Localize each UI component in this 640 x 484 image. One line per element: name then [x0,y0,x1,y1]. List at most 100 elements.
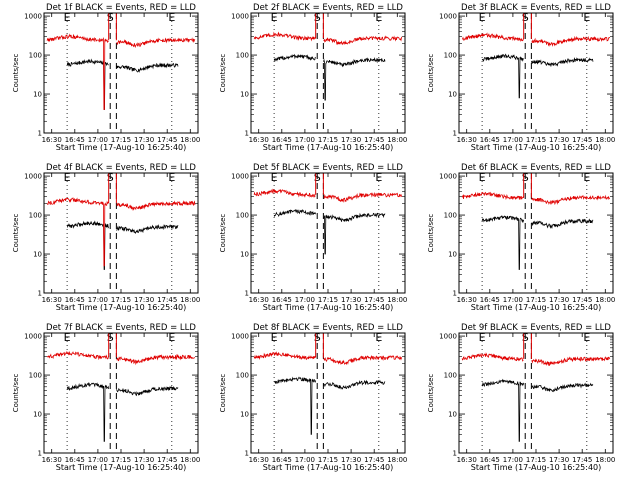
plot-frame [43,12,199,134]
series-line [66,382,179,442]
y-tick-label: 1000 [439,13,457,21]
x-tick-label: 17:00 [88,456,108,464]
x-tick-label: 16:30 [249,456,269,464]
x-tick-label: 17:15 [526,456,546,464]
y-axis-label: Counts/sec [427,374,435,413]
marker-label: E [583,331,590,344]
y-tick-label: 1000 [439,333,457,341]
detector-panel: Det 8f BLACK = Events, RED = LLD 16:30 16:… [219,323,407,472]
x-tick-label: 16:45 [65,296,85,304]
x-tick-label: 17:00 [503,296,523,304]
marker-label: E [64,11,71,24]
detector-panel: Det 1f BLACK = Events, RED = LLD 16:30 16:… [12,3,200,152]
x-tick-label: 17:30 [134,456,154,464]
plot-frame [250,172,406,294]
marker-label: S [522,331,529,344]
y-axis-label: Counts/sec [219,54,227,93]
marker-label: E [375,11,382,24]
chart-title: Det 9f BLACK = Events, RED = LLD [461,323,611,333]
marker-label: E [271,171,278,184]
series-line [273,53,386,101]
y-tick-label: 1 [245,290,249,298]
x-tick-label: 16:30 [42,136,62,144]
marker-label: S [314,11,321,24]
x-axis-label: Start Time (17-Aug-10 16:25:40) [263,143,394,152]
x-axis-label: Start Time (17-Aug-10 16:25:40) [56,303,187,312]
x-tick-label: 16:45 [480,136,500,144]
x-tick-label: 18:00 [387,136,407,144]
x-tick-label: 16:30 [249,136,269,144]
x-tick-label: 17:30 [549,296,569,304]
y-tick-label: 1 [453,130,457,138]
series-line [273,209,386,255]
y-tick-label: 1 [245,130,249,138]
x-tick-label: 18:00 [595,296,615,304]
x-tick-label: 16:30 [42,296,62,304]
marker-label: E [168,331,175,344]
plot-frame [43,332,199,454]
series-line [253,31,403,46]
x-tick-label: 17:15 [111,456,131,464]
y-tick-label: 100 [236,372,249,380]
marker-label: E [479,331,486,344]
series-line [253,188,402,203]
x-tick-label: 16:30 [457,296,477,304]
marker-label: E [479,171,486,184]
series-line [46,197,196,267]
y-tick-label: 1000 [231,173,249,181]
x-tick-label: 16:45 [480,456,500,464]
y-tick-label: 10 [448,251,457,259]
y-tick-label: 1 [453,290,457,298]
series-line [481,378,594,442]
x-tick-label: 16:45 [65,136,85,144]
plot-frame [250,332,406,454]
x-tick-label: 18:00 [180,296,200,304]
x-tick-label: 17:00 [503,136,523,144]
y-tick-label: 100 [236,52,249,60]
x-tick-label: 17:00 [503,456,523,464]
detector-panel: Det 9f BLACK = Events, RED = LLD 16:30 16:… [427,323,615,472]
marker-label: S [522,11,529,24]
y-tick-label: 100 [29,372,42,380]
marker-label: E [64,331,71,344]
y-tick-label: 1 [38,290,42,298]
y-tick-label: 100 [236,212,249,220]
series-line [46,33,196,110]
x-tick-label: 17:30 [134,296,154,304]
y-tick-label: 100 [29,52,42,60]
series-line [46,350,196,366]
marker-label: E [375,331,382,344]
marker-label: E [168,11,175,24]
x-tick-label: 17:45 [572,296,592,304]
detector-panel: Det 2f BLACK = Events, RED = LLD 16:30 16:… [219,3,407,152]
x-tick-label: 16:30 [249,296,269,304]
y-tick-label: 1 [38,450,42,458]
plot-frame [458,332,614,454]
x-tick-label: 16:45 [272,296,292,304]
x-tick-label: 17:15 [318,136,338,144]
y-tick-label: 10 [240,411,249,419]
x-tick-label: 17:45 [157,456,177,464]
marker-label: E [271,331,278,344]
detector-panel: Det 5f BLACK = Events, RED = LLD 16:30 16:… [219,163,407,312]
series-line [461,191,610,206]
y-tick-label: 1 [245,450,249,458]
x-tick-label: 17:30 [134,136,154,144]
plot-frame [458,172,614,294]
marker-label: E [168,171,175,184]
detector-panel: Det 3f BLACK = Events, RED = LLD 16:30 16:… [427,3,615,152]
x-tick-label: 17:00 [88,136,108,144]
x-tick-label: 17:30 [549,136,569,144]
marker-label: S [107,171,114,184]
y-axis-label: Counts/sec [427,54,435,93]
marker-label: E [271,11,278,24]
marker-label: S [314,171,321,184]
marker-label: S [314,331,321,344]
y-tick-label: 1 [38,130,42,138]
chart-title: Det 6f BLACK = Events, RED = LLD [461,163,611,173]
series-line [462,32,611,47]
series-line [66,58,179,110]
y-tick-label: 1000 [439,173,457,181]
